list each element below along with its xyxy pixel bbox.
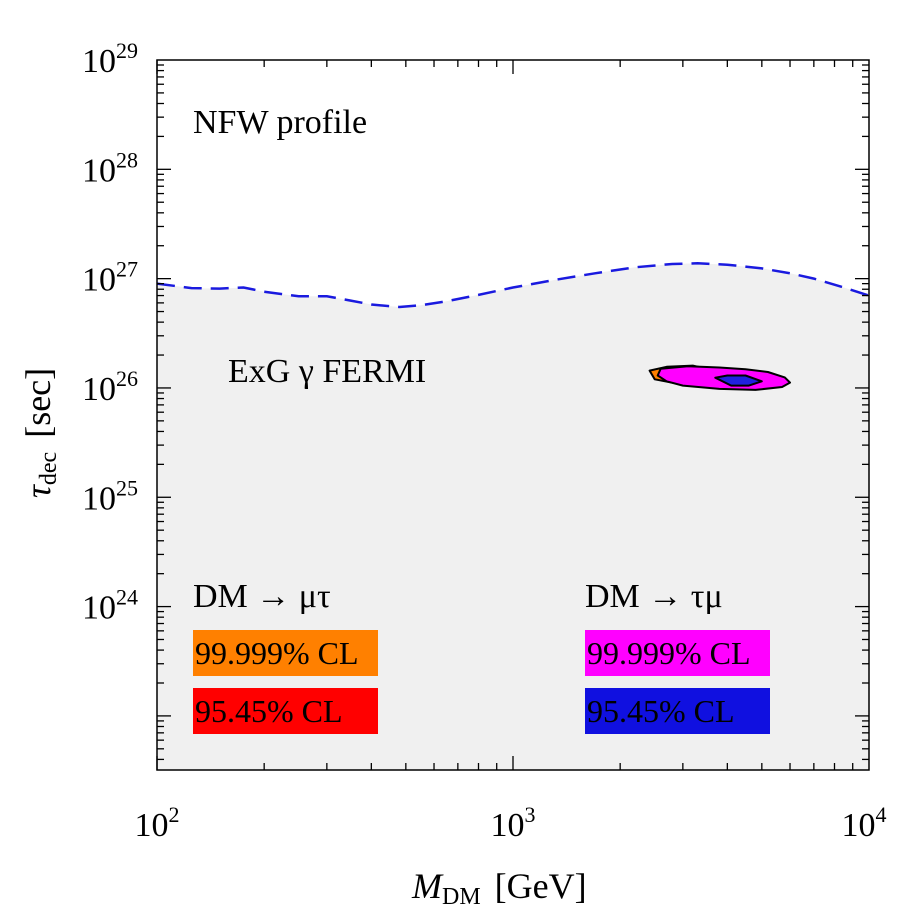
x-axis-subscript: DM [442,884,481,908]
y-axis-symbol: τ [18,484,58,498]
legend-title-taumu: DM → τμ [585,578,723,615]
x-tick-label: 103 [491,802,536,844]
tick-labels: 102 103 104 1024 1025 1026 1027 1028 1029 [82,38,887,844]
axis-ticks [156,60,869,770]
plot-frame-rect [156,59,870,771]
legend-label-taumu-99: 99.999% CL [587,635,751,671]
y-tick-label: 1025 [82,475,138,517]
y-tick-label: 1028 [82,147,138,189]
legend-swatch-mutau-95 [193,688,378,734]
legend-title-mutau: DM → μτ [193,578,331,615]
plot-frame [156,59,870,771]
y-axis-unit: [sec] [18,368,58,438]
profile-annotation: NFW profile [193,104,367,141]
legend-swatch-taumu-99 [585,630,770,676]
x-axis-symbol: M [411,866,444,906]
x-axis-unit: [GeV] [495,866,587,906]
x-tick-label: 104 [842,802,887,844]
confidence-region-2 [714,374,763,387]
legend: 99.999% CL 95.45% CL 99.999% CL 95.45% CL [193,630,770,734]
exclusion-curve-line [156,262,870,309]
constraint-annotation: ExG γ FERMI [228,353,426,390]
exclusion-curve-layer [156,262,870,309]
x-axis-label: MDM [GeV] [411,866,587,908]
x-tick-label: 102 [135,802,180,844]
legend-label-taumu-95: 95.45% CL [587,693,735,729]
legend-swatch-mutau-99 [193,630,378,676]
y-axis-label: τdec [sec] [18,368,62,498]
y-axis-subscript: dec [36,452,62,485]
legend-swatch-taumu-95 [585,688,770,734]
confidence-regions [648,364,791,391]
legend-label-mutau-95: 95.45% CL [195,693,343,729]
y-tick-label: 1027 [82,257,138,299]
y-tick-label: 1026 [82,366,138,408]
y-tick-label: 1024 [82,585,138,627]
legend-label-mutau-99: 99.999% CL [195,635,359,671]
y-tick-label: 1029 [82,38,138,80]
